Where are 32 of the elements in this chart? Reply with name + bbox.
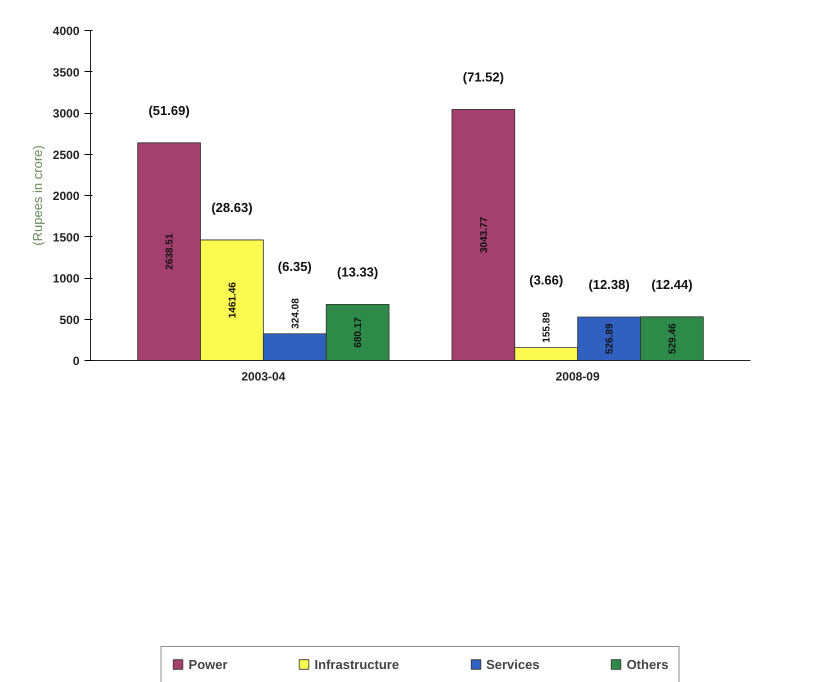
data-label: 529.46 xyxy=(667,322,678,354)
legend-label: Power xyxy=(188,656,228,672)
annotation: (28.63) xyxy=(211,200,253,215)
y-tick-label: 500 xyxy=(59,312,80,327)
data-label: 155.89 xyxy=(542,312,553,343)
data-label: 324.08 xyxy=(290,298,302,329)
legend-label: Infrastructure xyxy=(314,656,400,672)
annotation: (6.35) xyxy=(278,258,312,274)
data-label: 680.17 xyxy=(353,316,364,348)
x-tick-label: 2003-04 xyxy=(241,370,286,384)
y-axis-title: (Rupees in crore) xyxy=(30,145,45,246)
legend-label: Others xyxy=(626,656,668,672)
y-tick-label: 3500 xyxy=(52,65,80,80)
y-tick-label: 1000 xyxy=(52,272,80,286)
y-tick-label: 3000 xyxy=(52,106,80,120)
y-tick-label: 2500 xyxy=(52,148,80,162)
data-label: 526.89 xyxy=(604,323,616,354)
y-tick-label: 0 xyxy=(72,354,80,368)
y-tick-label: 1500 xyxy=(52,230,80,244)
annotation: (12.38) xyxy=(588,277,630,292)
x-tick-label: 2008-09 xyxy=(556,370,600,384)
y-tick-label: 4000 xyxy=(52,24,80,38)
annotation: (13.33) xyxy=(337,264,378,280)
annotation: (51.69) xyxy=(148,102,190,118)
annotation: (12.44) xyxy=(651,276,693,292)
y-tick-label: 2000 xyxy=(52,189,80,203)
data-label: 2638.51 xyxy=(164,233,176,270)
data-label: 3043.77 xyxy=(478,216,490,254)
annotation: (71.52) xyxy=(462,69,504,84)
annotation: (3.66) xyxy=(529,272,564,288)
legend-label: Services xyxy=(486,656,540,672)
data-label: 1461.46 xyxy=(227,282,238,318)
